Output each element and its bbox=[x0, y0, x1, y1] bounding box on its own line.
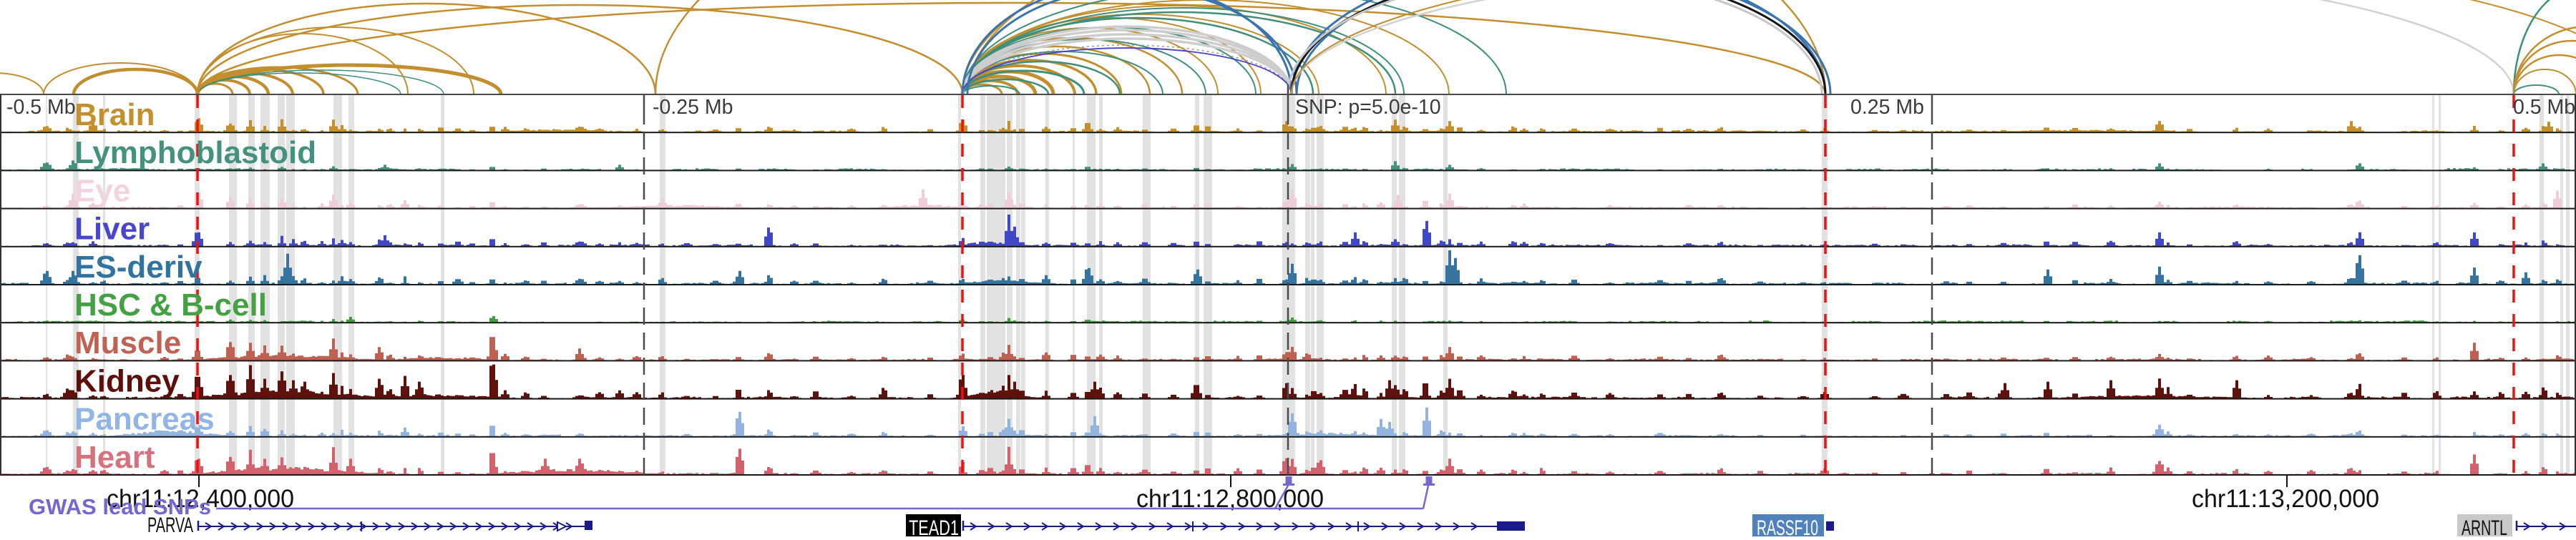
svg-text:TEAD1: TEAD1 bbox=[909, 516, 959, 536]
svg-text:-0.25 Mb: -0.25 Mb bbox=[653, 96, 733, 119]
svg-text:Muscle: Muscle bbox=[74, 325, 181, 360]
svg-text:Brain: Brain bbox=[74, 97, 155, 132]
svg-text:0.25 Mb: 0.25 Mb bbox=[1850, 96, 1924, 119]
svg-text:GWAS lead SNPs: GWAS lead SNPs bbox=[29, 494, 211, 519]
svg-text:Heart: Heart bbox=[74, 440, 155, 475]
svg-text:Liver: Liver bbox=[74, 212, 150, 247]
svg-text:0.5 Mb: 0.5 Mb bbox=[2513, 96, 2575, 119]
svg-text:RASSF10: RASSF10 bbox=[1757, 516, 1818, 536]
svg-text:HSC & B-cell: HSC & B-cell bbox=[74, 288, 267, 323]
svg-text:-0.5 Mb: -0.5 Mb bbox=[6, 96, 76, 119]
svg-text:PARVA: PARVA bbox=[147, 514, 193, 536]
svg-text:Lymphoblastoid: Lymphoblastoid bbox=[74, 135, 316, 170]
svg-text:ARNTL: ARNTL bbox=[2462, 516, 2507, 536]
svg-text:Pancreas: Pancreas bbox=[74, 402, 215, 437]
svg-text:chr11:13,200,000: chr11:13,200,000 bbox=[2192, 485, 2379, 513]
svg-text:Eye: Eye bbox=[74, 173, 130, 208]
svg-text:ES-deriv: ES-deriv bbox=[74, 250, 203, 285]
svg-text:Kidney: Kidney bbox=[74, 363, 180, 398]
svg-text:SNP: p=5.0e-10: SNP: p=5.0e-10 bbox=[1295, 96, 1441, 119]
